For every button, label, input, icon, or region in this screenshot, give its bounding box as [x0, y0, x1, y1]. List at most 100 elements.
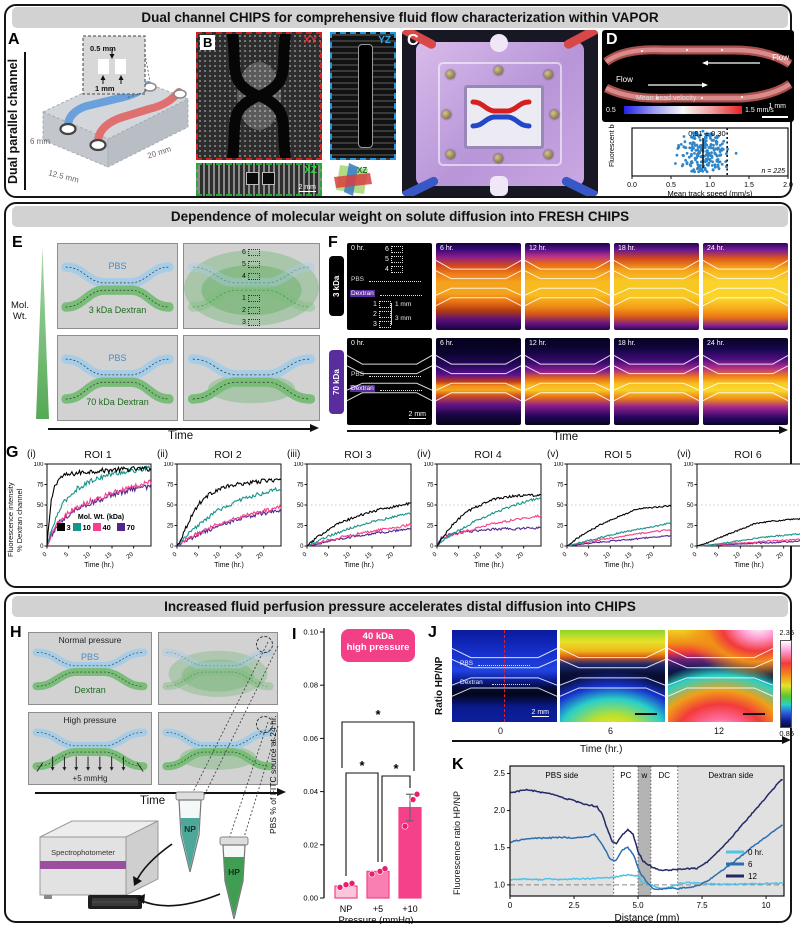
bead-speed-scatter-plot: 0.91 ± 0.30 n = 225 0.0 0.5 1.0 1.5 2.0 Mean tr… [609, 124, 793, 198]
svg-text:2.5: 2.5 [494, 769, 506, 778]
hp-tube: HP [219, 836, 249, 920]
svg-text:20: 20 [126, 551, 135, 560]
bead-flow-image: Flow Flow Mean bead velocity 0.5 1.5 mm/… [602, 30, 794, 122]
svg-text:10: 10 [83, 551, 92, 560]
colorbar-title: Mean bead velocity [636, 95, 697, 102]
schematic-high-diffused [158, 712, 278, 785]
svg-text:75: 75 [687, 483, 694, 489]
svg-text:0.00: 0.00 [303, 894, 318, 903]
svg-text:Time (hr.): Time (hr.) [344, 562, 374, 569]
section-3-title: Increased fluid perfusion pressure accel… [12, 596, 788, 617]
svg-text:Dextran side: Dextran side [708, 771, 753, 780]
vapor-bioreactor-photo: C [402, 30, 598, 196]
schematic-70kda-diffused [183, 335, 320, 421]
schematic-normal-diffused [158, 632, 278, 705]
svg-text:NP: NP [340, 904, 353, 914]
svg-text:10: 10 [733, 551, 742, 560]
svg-text:Fluorescent bead: Fluorescent bead [609, 124, 616, 167]
flow-label-top: Flow [772, 53, 789, 62]
inset-dim-top: 0.5 mm [90, 44, 116, 53]
f-3kda-0hr: 0 hr. 6 5 4 PBS Dextran 1 2 3 1 mm 3 mm [347, 243, 432, 330]
panel-h-label: H [10, 624, 22, 641]
spectrophotometer: Spectrophotometer [39, 820, 159, 909]
svg-text:Time (hr.): Time (hr.) [604, 562, 634, 569]
svg-text:75: 75 [167, 483, 174, 489]
svg-text:50: 50 [427, 503, 434, 509]
time-label-e: Time [168, 430, 194, 442]
time-label-h: Time [140, 795, 166, 807]
fluorescence-profile-chart: PBS side PC w DC Dextran side 1.0 1.5 2.0 2.5 0 2.… [494, 765, 785, 924]
panel-f-label: F [328, 234, 338, 251]
svg-text:0: 0 [508, 901, 513, 910]
svg-text:2.5: 2.5 [568, 901, 580, 910]
svg-text:0: 0 [40, 544, 44, 550]
time-arrow-f [347, 426, 788, 435]
j-ratio-12hr [668, 630, 773, 722]
panel-e-label: E [12, 234, 23, 251]
panel-c-label: C [407, 32, 419, 49]
dim-height: 6 mm [30, 137, 50, 146]
j-colorbar [780, 640, 792, 728]
xz-channel-2 [262, 172, 275, 185]
top-port [490, 34, 508, 52]
svg-text:15: 15 [624, 551, 633, 560]
svg-text:*: * [393, 761, 399, 776]
svg-text:0.02: 0.02 [303, 840, 318, 849]
svg-text:Time (hr.): Time (hr.) [474, 562, 504, 569]
inset-dim-bottom: 1 mm [95, 84, 115, 93]
f-3kda-12hr: 12 hr. [525, 243, 610, 330]
svg-text:0.0: 0.0 [627, 182, 637, 189]
device-3d-render [41, 35, 190, 168]
svg-text:0: 0 [42, 551, 49, 558]
svg-text:1.0: 1.0 [494, 880, 506, 889]
panel-a-side-label: Dual parallel channel [6, 52, 26, 190]
i-badge: 40 kDa high pressure [341, 629, 415, 662]
confocal-yz-image: YZ [330, 32, 396, 160]
svg-text:10: 10 [603, 551, 612, 560]
svg-text:0.91 ± 0.30: 0.91 ± 0.30 [688, 129, 725, 138]
svg-text:HP: HP [228, 867, 240, 877]
panel-d-label: D [606, 31, 618, 48]
dextran-3kda-label: 3 kDa Dextran [88, 305, 147, 315]
svg-text:0: 0 [432, 551, 439, 558]
j-xlabel: Time (hr.) [580, 744, 623, 755]
svg-text:100: 100 [163, 462, 174, 468]
panel-b-label: B [200, 35, 216, 50]
svg-text:Time (hr.): Time (hr.) [214, 562, 244, 569]
svg-text:25: 25 [427, 524, 434, 530]
svg-text:75: 75 [557, 483, 564, 489]
scalebar-1mm: 1 mm [768, 103, 787, 110]
svg-text:n = 225: n = 225 [761, 168, 785, 175]
svg-text:2.0: 2.0 [783, 182, 793, 189]
svg-text:15: 15 [754, 551, 763, 560]
scalebar-2mm: 2 mm [298, 184, 316, 192]
svg-text:25: 25 [37, 524, 44, 530]
time-label-f: Time [553, 431, 579, 443]
svg-text:7.5: 7.5 [696, 901, 708, 910]
svg-text:Time (hr.): Time (hr.) [84, 562, 114, 569]
j-ylabel: Ratio HP/NP [434, 656, 445, 716]
schematic-3kda-diffused: 6 5 4 1 2 3 [183, 243, 320, 329]
svg-text:25: 25 [557, 524, 564, 530]
svg-text:0: 0 [692, 551, 699, 558]
svg-text:40: 40 [103, 523, 111, 532]
svg-text:5: 5 [584, 551, 591, 558]
svg-text:75: 75 [297, 483, 304, 489]
svg-text:1.0: 1.0 [705, 182, 715, 189]
svg-text:10: 10 [213, 551, 222, 560]
pbs-label: PBS [108, 261, 127, 271]
row-3kda-badge: 3 kDa [329, 256, 344, 316]
svg-text:20: 20 [386, 551, 395, 560]
f-3kda-24hr: 24 hr. [703, 243, 788, 330]
dashed-connectors [189, 641, 279, 845]
svg-text:75: 75 [37, 483, 44, 489]
svg-text:Time (hr.): Time (hr.) [734, 562, 764, 569]
i-ylabel: PBS % of FITC source at 24 hr. [268, 715, 278, 835]
svg-text:50: 50 [297, 503, 304, 509]
svg-text:100: 100 [423, 462, 434, 468]
svg-text:20: 20 [256, 551, 265, 560]
svg-text:5: 5 [454, 551, 461, 558]
svg-text:5: 5 [194, 551, 201, 558]
schematic-70kda-start: PBS 70 kDa Dextran [57, 335, 178, 421]
panel-g-label: G [6, 444, 19, 461]
